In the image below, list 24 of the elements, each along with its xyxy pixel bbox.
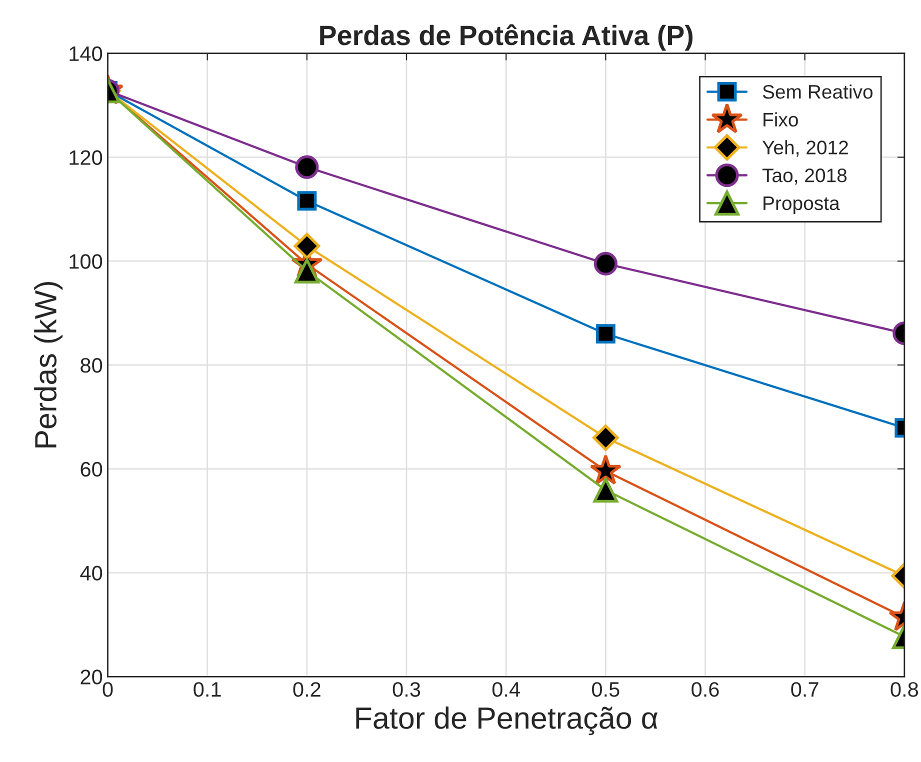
x-tick-label: 0.3: [392, 682, 420, 697]
x-tick-label: 0.5: [592, 682, 620, 697]
x-tick-label: 0: [102, 682, 113, 697]
x-tick-label: 0.7: [791, 682, 818, 697]
x-tick-label: 0.2: [293, 682, 320, 697]
x-tick-label: 0.1: [194, 682, 221, 697]
chart-title: Perdas de Potência Ativa (P): [320, 24, 693, 51]
legend-label: Fixo: [764, 112, 798, 127]
x-axis-title: Fator de Penetração α: [356, 706, 658, 736]
y-tick-label: 140: [70, 46, 102, 62]
x-tick-label: 0.4: [492, 682, 520, 697]
y-tick-label: 100: [70, 254, 102, 269]
y-tick-label: 20: [80, 670, 102, 684]
y-tick-label: 60: [80, 462, 102, 477]
legend-label: Tao, 2018: [762, 168, 847, 185]
legend-label: Yeh, 2012: [762, 140, 848, 157]
legend-label: Sem Reativo: [762, 84, 872, 99]
x-tick-label: 0.8: [890, 682, 918, 697]
y-axis-title: Perdas (kW): [34, 282, 63, 448]
legend-label: Proposta: [764, 196, 840, 214]
y-tick-label: 120: [70, 150, 102, 165]
y-tick-label: 80: [80, 358, 102, 373]
y-tick-label: 40: [80, 566, 102, 581]
x-tick-label: 0.6: [692, 682, 719, 697]
